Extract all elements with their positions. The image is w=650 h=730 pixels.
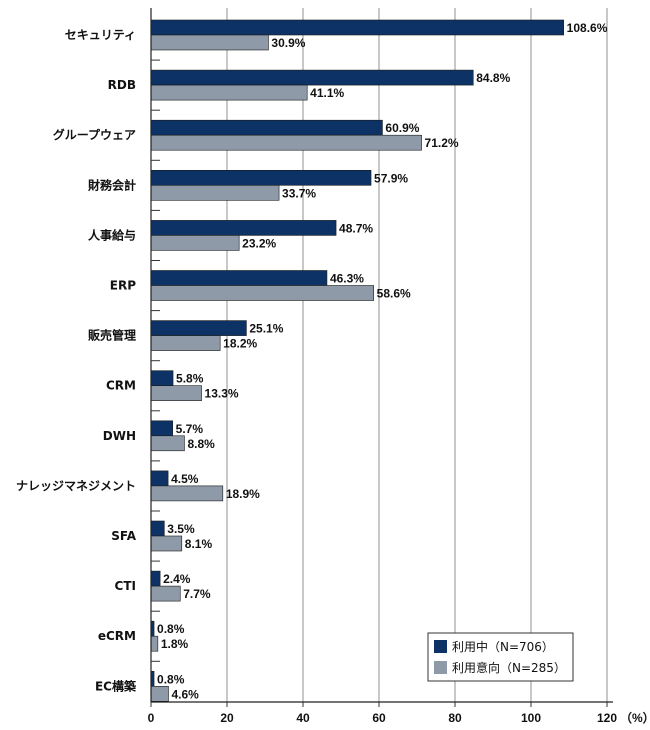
bar-in-use <box>150 320 247 336</box>
legend: 利用中（N=706） 利用意向（N=285） <box>427 632 574 682</box>
bar-in-use <box>150 19 564 36</box>
bar-value-label: 108.6% <box>567 21 608 35</box>
bar-value-label: 4.5% <box>171 472 199 486</box>
x-tick-label: 40 <box>296 711 310 725</box>
category-label: RDB <box>108 78 136 92</box>
bar-value-label: 7.7% <box>183 587 211 601</box>
bar-in-use <box>150 470 169 487</box>
legend-label-in-use: 利用中（N=706） <box>452 639 554 654</box>
bar-value-label: 18.2% <box>223 337 257 351</box>
bar-value-label: 8.8% <box>187 437 215 451</box>
legend-box <box>427 632 574 682</box>
x-tick-label: 80 <box>448 711 462 725</box>
bar-intent <box>150 285 374 301</box>
bar-intent <box>150 435 185 452</box>
bar-value-label: 5.8% <box>176 372 204 386</box>
bar-value-label: 41.1% <box>310 86 344 100</box>
bars: 108.6% 30.9% 84.8% 41.1% 60.9% 71.2% 57.9% 33.7… <box>150 19 608 702</box>
bar-in-use <box>150 119 383 136</box>
bar-value-label: 57.9% <box>374 171 408 185</box>
bar-value-label: 33.7% <box>282 186 316 200</box>
bar-value-label: 58.6% <box>377 287 411 301</box>
bar-value-label: 8.1% <box>185 537 213 551</box>
category-label: 財務会計 <box>87 177 136 192</box>
bar-value-label: 0.8% <box>157 622 185 636</box>
bar-intent <box>150 685 169 702</box>
x-tick-label: 0 <box>148 711 155 725</box>
category-label: セキュリティ <box>65 28 136 42</box>
bar-in-use <box>150 370 174 387</box>
bar-in-use <box>150 420 173 437</box>
bar-intent <box>150 84 308 101</box>
legend-swatch-in-use <box>434 640 447 653</box>
category-label: EC構築 <box>95 678 137 693</box>
bar-in-use <box>150 69 474 86</box>
category-label: グループウェア <box>53 127 136 142</box>
bar-value-label: 4.6% <box>171 687 199 701</box>
bar-value-label: 5.7% <box>176 422 204 436</box>
x-tick-label: 60 <box>372 711 386 725</box>
bar-intent <box>150 134 422 151</box>
bar-in-use <box>150 570 161 587</box>
bar-value-label: 46.3% <box>330 272 364 286</box>
bar-intent <box>150 185 280 201</box>
bar-value-label: 0.8% <box>157 672 185 686</box>
bar-value-label: 71.2% <box>425 136 459 150</box>
bar-in-use <box>150 220 337 236</box>
bar-value-label: 2.4% <box>163 572 191 586</box>
bar-in-use <box>150 270 328 286</box>
bar-value-label: 60.9% <box>385 121 419 135</box>
x-tick-label: 20 <box>220 711 234 725</box>
bar-value-label: 18.9% <box>226 487 260 501</box>
category-label: ERP <box>110 279 136 293</box>
axes <box>150 8 613 707</box>
x-tick-label: 100 <box>521 711 541 725</box>
gridlines <box>226 8 608 702</box>
bar-value-label: 1.8% <box>161 637 189 651</box>
bar-value-label: 25.1% <box>249 322 283 336</box>
bar-intent <box>150 535 183 552</box>
category-label: ナレッジマネジメント <box>16 479 136 493</box>
bar-in-use <box>150 520 165 537</box>
bar-value-label: 13.3% <box>205 387 239 401</box>
bar-value-label: 48.7% <box>339 221 373 235</box>
bar-value-label: 84.8% <box>476 71 510 85</box>
legend-swatch-intent <box>434 661 447 674</box>
category-label: DWH <box>103 429 136 443</box>
category-label: CRM <box>106 379 136 393</box>
bar-intent <box>150 385 202 402</box>
bar-value-label: 3.5% <box>167 522 195 536</box>
legend-label-intent: 利用意向（N=285） <box>452 660 566 675</box>
bar-intent <box>150 635 159 652</box>
x-axis-unit: （%） <box>620 710 650 725</box>
category-label: SFA <box>111 529 136 543</box>
x-tick-label: 120 <box>597 711 617 725</box>
bar-value-label: 30.9% <box>271 36 305 50</box>
category-label: 販売管理 <box>88 328 136 343</box>
bar-in-use <box>150 170 372 186</box>
category-label: CTI <box>115 579 136 593</box>
x-tick-labels: 0 20 40 60 80 100 120 <box>148 711 618 725</box>
bar-intent <box>150 34 269 51</box>
category-label: 人事給与 <box>88 227 136 242</box>
bar-intent <box>150 335 221 351</box>
category-label: eCRM <box>98 629 136 643</box>
bar-intent <box>150 485 224 502</box>
bar-value-label: 23.2% <box>242 236 276 250</box>
bar-intent <box>150 585 181 602</box>
bar-intent <box>150 235 240 251</box>
